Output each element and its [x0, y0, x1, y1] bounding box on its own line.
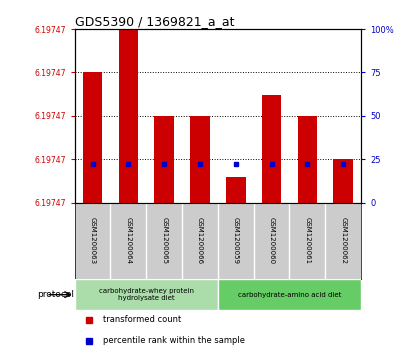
Text: transformed count: transformed count — [103, 315, 182, 324]
Text: protocol: protocol — [37, 290, 74, 299]
Bar — [75, 279, 218, 310]
Text: GSM1200066: GSM1200066 — [197, 217, 203, 264]
Text: GSM1200060: GSM1200060 — [269, 217, 275, 264]
Text: GDS5390 / 1369821_a_at: GDS5390 / 1369821_a_at — [75, 15, 234, 28]
Text: carbohydrate-whey protein
hydrolysate diet: carbohydrate-whey protein hydrolysate di… — [99, 288, 194, 301]
Text: GSM1200059: GSM1200059 — [233, 217, 239, 264]
Text: percentile rank within the sample: percentile rank within the sample — [103, 337, 245, 345]
Text: GSM1200064: GSM1200064 — [125, 217, 132, 264]
Bar — [83, 73, 103, 203]
Bar — [226, 177, 246, 203]
Bar — [119, 29, 138, 203]
Text: GSM1200062: GSM1200062 — [340, 217, 346, 264]
Text: carbohydrate-amino acid diet: carbohydrate-amino acid diet — [238, 291, 341, 298]
Bar — [190, 116, 210, 203]
Text: GSM1200061: GSM1200061 — [304, 217, 310, 264]
Bar — [262, 95, 281, 203]
Bar — [218, 279, 361, 310]
Bar — [154, 116, 174, 203]
Text: GSM1200065: GSM1200065 — [161, 217, 167, 264]
Text: GSM1200063: GSM1200063 — [90, 217, 95, 264]
Bar — [333, 159, 353, 203]
Bar — [298, 116, 317, 203]
